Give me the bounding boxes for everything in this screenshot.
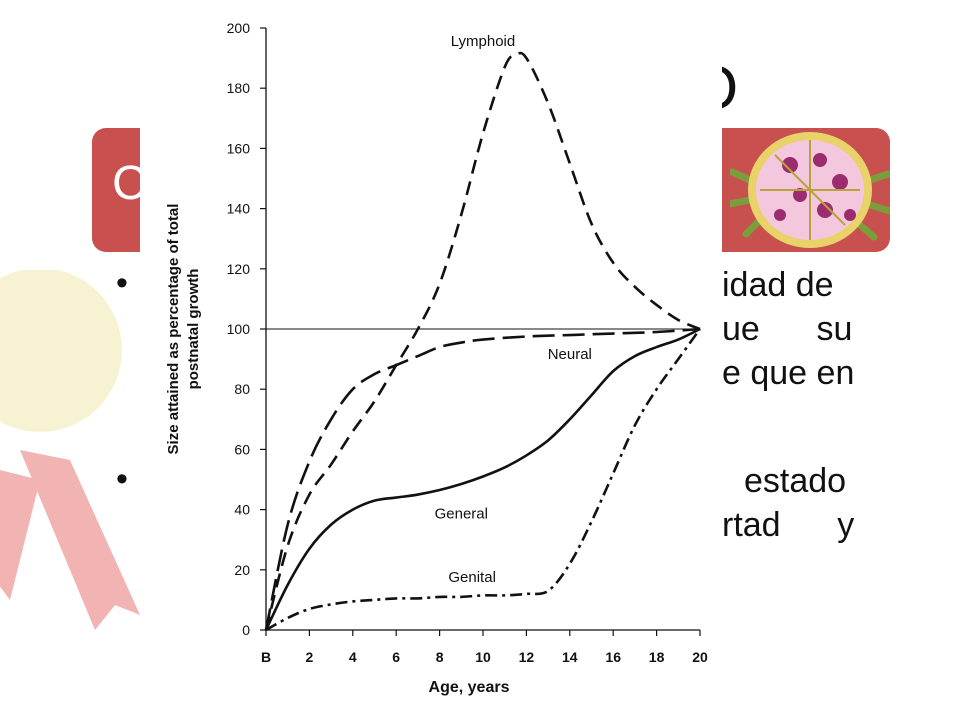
series-label-general: General (435, 506, 488, 523)
series-line-lymphoid (264, 51, 701, 631)
y-tick-label: 40 (234, 502, 250, 518)
bullet-2-line-1: estado (744, 462, 847, 500)
series-line-genital (265, 328, 702, 632)
x-tick-label: 18 (649, 649, 665, 665)
series-label-lymphoid: Lymphoid (451, 33, 515, 50)
x-tick-label: 16 (605, 649, 621, 665)
x-axis-label: Age, years (429, 679, 510, 696)
y-tick-label: 200 (227, 20, 251, 36)
y-tick-label: 180 (227, 80, 251, 96)
y-axis-label: Size attained as percentage of total post… (165, 204, 202, 455)
x-tick-label: 10 (475, 649, 491, 665)
y-tick-label: 20 (234, 562, 250, 578)
series-line-neural (264, 327, 701, 631)
bullet-marker-1: • (116, 264, 128, 302)
y-axis-label-line-1: Size attained as percentage of total (165, 204, 182, 455)
x-tick-label: 14 (562, 649, 578, 665)
award-ribbon (0, 270, 140, 630)
series-label-neural: Neural (548, 346, 592, 363)
x-tick-label: B (261, 649, 271, 665)
y-tick-label: 100 (227, 321, 251, 337)
y-tick-label: 0 (242, 622, 250, 638)
y-tick-label: 60 (234, 441, 250, 457)
growth-chart: 0 20 40 60 80 100 120 140 160 180 200 B 2 4 6 8 10 12 14 16… (165, 20, 708, 696)
y-tick-label: 80 (234, 381, 250, 397)
x-tick-label: 4 (349, 649, 357, 665)
bullet-marker-2: • (116, 460, 128, 498)
bullet-2-line-2: rtad y (722, 506, 855, 544)
series-label-genital: Genital (448, 569, 496, 586)
x-tick-label: 2 (306, 649, 314, 665)
series-line-general (264, 327, 701, 631)
series-layer (264, 51, 702, 632)
y-tick-label: 160 (227, 140, 251, 156)
labels-layer: Age, years Size attained as percentage of… (165, 33, 592, 696)
bullet-1-line-1: idad de (722, 266, 834, 304)
y-axis-label-line-2: postnatal growth (185, 269, 202, 390)
x-tick-label: 12 (519, 649, 535, 665)
x-tick-label: 20 (692, 649, 708, 665)
cell-illustration (730, 132, 890, 248)
axes-layer: 0 20 40 60 80 100 120 140 160 180 200 B 2 4 6 8 10 12 14 16… (227, 20, 708, 665)
x-tick-label: 6 (392, 649, 400, 665)
x-tick-label: 8 (436, 649, 444, 665)
y-tick-label: 140 (227, 201, 251, 217)
bullet-1-line-3: e que en (722, 354, 855, 392)
bullet-1-line-2: ue su (722, 310, 853, 348)
y-tick-label: 120 (227, 261, 251, 277)
chart-panel: 0 20 40 60 80 100 120 140 160 180 200 B 2 4 6 8 10 12 14 16… (140, 8, 722, 714)
